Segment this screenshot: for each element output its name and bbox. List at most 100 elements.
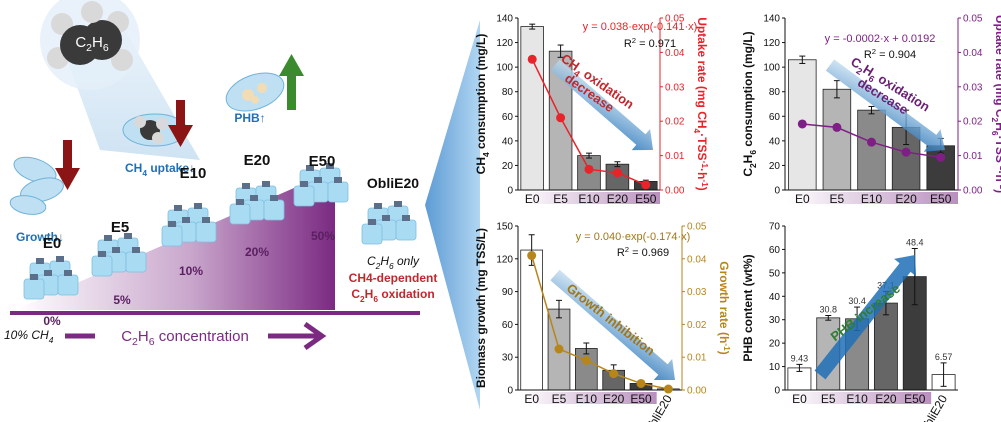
down-arrow-icon xyxy=(168,100,193,147)
bottle-cap-icon xyxy=(270,195,278,201)
bottle-cap-icon xyxy=(174,205,182,211)
obli-note-c2h6-only: C2H6 only xyxy=(367,254,420,271)
x-tick-label: E50 xyxy=(635,192,657,206)
growth-label: Growth↓ xyxy=(16,230,64,244)
obligate-group: ObliE20 C2H6 only CH4-dependent C2H6 oxi… xyxy=(349,175,438,304)
ethane-molecule-icon xyxy=(47,1,133,71)
category-band xyxy=(520,192,660,204)
y-tick-label: 20 xyxy=(502,161,514,172)
bottle-cap-icon xyxy=(112,247,120,253)
y-tick-label: 0 xyxy=(774,186,780,197)
y-axis-label: C2H6 consumption (mg/L) xyxy=(741,31,758,176)
y-tick-label: 20 xyxy=(769,161,781,172)
fit-r2: R2 = 0.971 xyxy=(624,36,676,50)
group-name: E50 xyxy=(309,153,336,170)
bottle-cap-icon xyxy=(300,181,308,187)
bottle-icon xyxy=(195,221,217,243)
bottle-cap-icon xyxy=(124,233,132,239)
x-tick-label: E20 xyxy=(875,392,897,406)
y2-tick-label: 0.01 xyxy=(963,151,983,162)
trend-arrow-icon xyxy=(814,255,917,380)
y-tick-label: 0 xyxy=(774,386,780,397)
fit-r2: R2 = 0.969 xyxy=(617,245,669,259)
x-tick-label: E5 xyxy=(830,192,845,206)
rate-line xyxy=(530,255,669,390)
data-label: 30.4 xyxy=(848,296,866,306)
x-tick-label: E20 xyxy=(895,192,917,206)
y-axis-label: CH4 consumption (mg/L) xyxy=(474,34,491,175)
y-tick-label: 50 xyxy=(769,268,781,279)
category-band xyxy=(787,192,958,204)
y-tick-label: 80 xyxy=(769,87,781,98)
bottle-cap-icon xyxy=(194,203,202,209)
trend-annotation: Growth inhibition xyxy=(564,280,658,358)
treatment-group-e10: E10 10% xyxy=(161,165,217,278)
y-tick-label: 10 xyxy=(769,362,781,373)
rate-point xyxy=(663,384,673,394)
group-percent: 10% xyxy=(179,264,203,278)
x-tick-label: E10 xyxy=(578,192,600,206)
obli-note-oxidation: C2H6 oxidation xyxy=(351,287,434,304)
y-tick-label: 80 xyxy=(502,87,514,98)
treatment-group-e5: E5 5% xyxy=(91,219,147,307)
bottle-cap-icon xyxy=(64,270,72,276)
y-tick-label: 120 xyxy=(496,254,513,265)
rate-point xyxy=(527,251,537,261)
y-tick-label: 30 xyxy=(502,353,514,364)
bottle-cap-icon xyxy=(326,163,334,169)
bottle-icon xyxy=(263,199,285,221)
bottle-cap-icon xyxy=(262,181,270,187)
bottle-cap-icon xyxy=(168,221,176,227)
bottle-cap-icon xyxy=(250,195,258,201)
bottle-cap-icon xyxy=(242,183,250,189)
down-arrow-icon xyxy=(55,140,80,190)
trend-arrow-icon xyxy=(550,59,654,151)
molecule-formula: C2H6 xyxy=(75,34,109,54)
phb-label: PHB↑ xyxy=(234,111,265,125)
arrow-shape xyxy=(814,255,917,380)
bottle-cap-icon xyxy=(98,251,106,257)
group-percent: 50% xyxy=(311,229,335,243)
y-tick-label: 140 xyxy=(763,14,780,25)
obli-name: ObliE20 xyxy=(367,175,419,191)
bottle-cap-icon xyxy=(36,258,44,264)
y2-tick-label: 0.03 xyxy=(665,82,685,93)
treatment-groups: E0 0% E5 5% E10 10% E20 20% E50 50% xyxy=(23,152,349,328)
treatment-group-e0: E0 0% xyxy=(23,235,79,328)
y2-tick-label: 0.04 xyxy=(665,48,685,59)
x-tick-label: E50 xyxy=(904,392,926,406)
x-tick-label: E5 xyxy=(553,192,568,206)
rate-point xyxy=(581,355,591,365)
y-axis-label: PHB content (wt%) xyxy=(741,254,755,361)
data-label: 48.4 xyxy=(906,237,924,247)
y2-axis-label: Growth rate (h-1) xyxy=(717,261,732,354)
bottle-icon xyxy=(91,255,113,277)
x-tick-label: E50 xyxy=(630,392,652,406)
y2-tick-label: 0.04 xyxy=(963,48,983,59)
bottle-cap-icon xyxy=(394,201,402,207)
data-label: 30.8 xyxy=(819,304,837,314)
rate-point xyxy=(641,180,651,190)
treatment-group-e20: E20 20% xyxy=(229,152,285,259)
group-name: E10 xyxy=(180,165,207,182)
bottle-cap-icon xyxy=(402,215,410,221)
phb-cell-icon xyxy=(225,72,285,112)
bottle-cap-icon xyxy=(202,217,210,223)
y2-tick-label: 0.02 xyxy=(687,320,707,331)
y-tick-label: 120 xyxy=(763,38,780,49)
y2-tick-label: 0.03 xyxy=(687,287,707,298)
rate-point xyxy=(609,369,619,379)
rate-point xyxy=(867,137,876,147)
connector-beam xyxy=(425,20,480,410)
y-tick-label: 60 xyxy=(502,320,514,331)
bar xyxy=(520,249,544,391)
y-tick-label: 140 xyxy=(496,14,513,25)
y2-tick-label: 0.02 xyxy=(665,117,685,128)
bar xyxy=(857,109,886,191)
rate-point xyxy=(554,344,564,354)
bottle-icon xyxy=(57,274,79,296)
bottle-cap-icon xyxy=(236,199,244,205)
bottle-icon xyxy=(361,223,383,245)
x-tick-label: E20 xyxy=(603,392,625,406)
